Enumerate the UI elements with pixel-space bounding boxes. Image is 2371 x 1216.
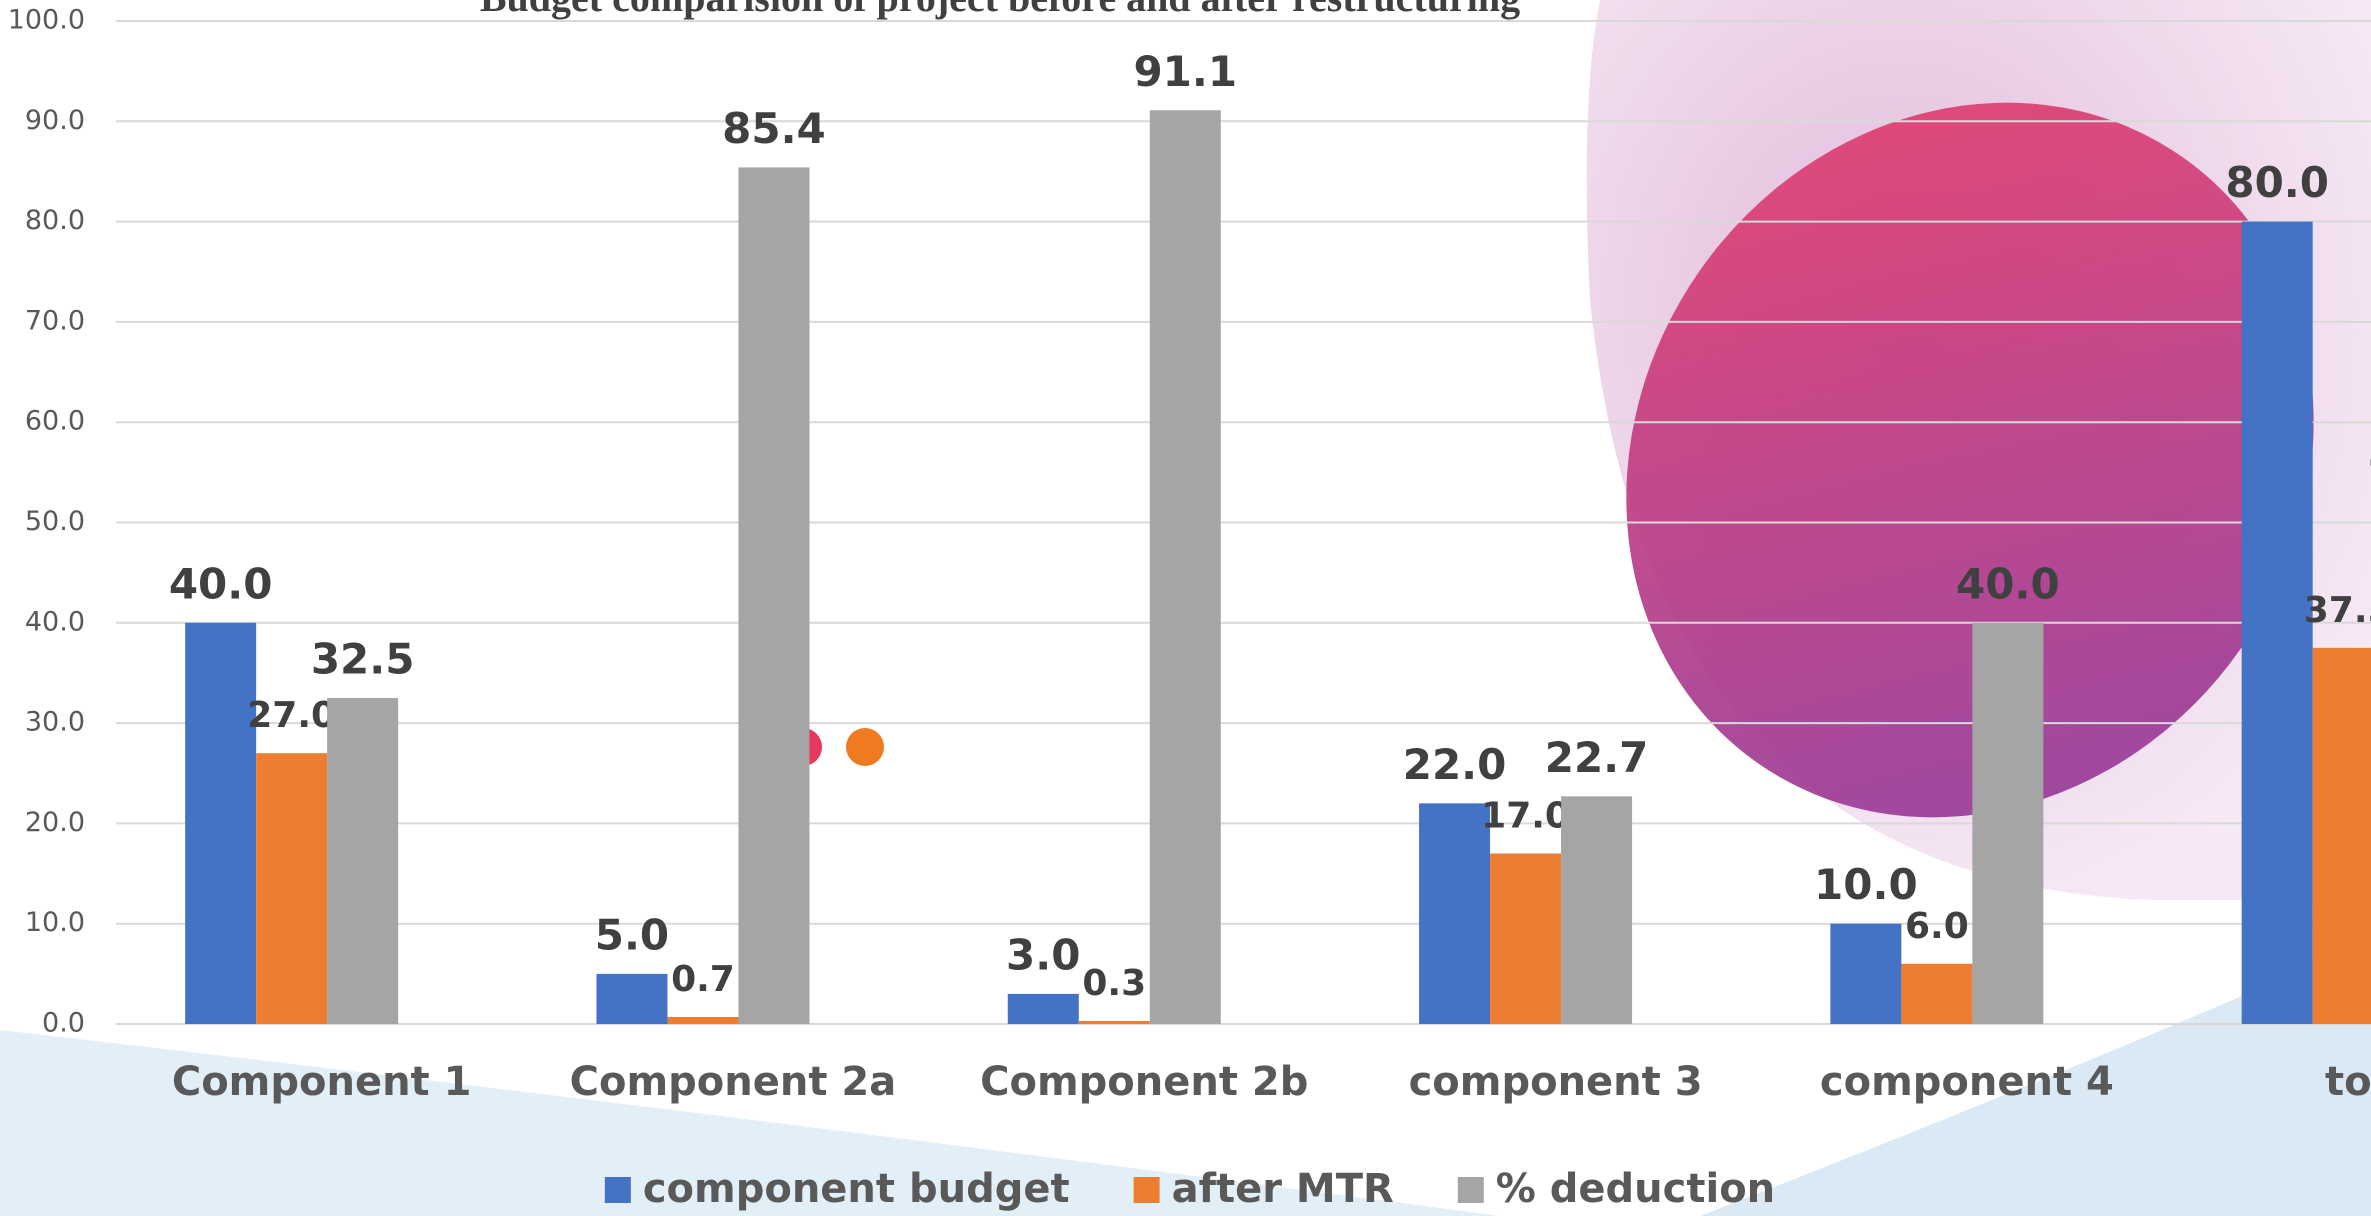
legend-swatch [1133, 1177, 1160, 1203]
data-label: 53.1 [2367, 428, 2371, 477]
legend-label: after MTR [1172, 1166, 1394, 1212]
y-tick-label: 100.0 [8, 5, 85, 36]
legend-swatch [604, 1177, 631, 1203]
data-label: 10.0 [1814, 860, 1918, 909]
data-label: 17.0 [1481, 795, 1570, 836]
data-label: 40.0 [169, 559, 273, 608]
data-label: 3.0 [1006, 930, 1080, 979]
bar [185, 622, 257, 1024]
bar [2312, 647, 2371, 1024]
data-label: 0.3 [1082, 963, 1146, 1004]
data-label: 22.7 [1545, 733, 1649, 782]
bar [327, 698, 399, 1024]
data-label: 91.1 [1133, 47, 1237, 96]
wave [1700, 940, 2371, 1216]
data-label: 5.0 [595, 910, 669, 959]
bar [1078, 1020, 1150, 1024]
wave [0, 1030, 1500, 1216]
y-tick-label: 30.0 [25, 707, 85, 738]
x-tick-label: component 3 [1409, 1059, 1703, 1105]
bar [1901, 963, 1973, 1024]
x-tick-label: Component 1 [172, 1059, 472, 1105]
bar [1972, 622, 2044, 1024]
bar [596, 973, 668, 1024]
y-tick-label: 20.0 [25, 807, 85, 838]
y-tick-label: 90.0 [25, 105, 85, 136]
data-label: 6.0 [1905, 906, 1969, 947]
decor-blob [1626, 102, 2314, 818]
y-tick-label: 60.0 [25, 406, 85, 437]
data-label: 32.5 [311, 635, 415, 684]
bar [1490, 853, 1562, 1024]
y-tick-label: 70.0 [25, 305, 85, 336]
data-label: 0.7 [671, 959, 735, 1000]
data-label: 40.0 [1956, 559, 2060, 608]
data-label: 22.0 [1403, 740, 1507, 789]
y-tick-label: 50.0 [25, 506, 85, 537]
bar [738, 167, 810, 1025]
legend-label: % deduction [1496, 1166, 1775, 1212]
data-label: 80.0 [2225, 158, 2329, 207]
data-label: 85.4 [722, 104, 826, 153]
bar [667, 1016, 739, 1024]
bar [1419, 803, 1491, 1024]
x-tick-label: Component 2b [980, 1059, 1308, 1105]
y-tick-label: 0.0 [42, 1008, 85, 1039]
bar [1830, 923, 1902, 1024]
legend-swatch [1457, 1177, 1484, 1203]
data-label: 37.5 [2304, 590, 2371, 631]
bar [1007, 993, 1079, 1024]
y-tick-label: 40.0 [25, 606, 85, 637]
chart-title: Budget comparision of project before and… [480, 0, 1520, 20]
x-tick-label: component 4 [1820, 1059, 2114, 1105]
bar [256, 753, 328, 1024]
x-tick-label: Component 2a [570, 1059, 897, 1105]
y-tick-label: 10.0 [25, 907, 85, 938]
bar [1561, 796, 1633, 1024]
decor-dot [846, 728, 884, 766]
y-tick-label: 80.0 [25, 205, 85, 236]
data-label: 27.0 [247, 695, 336, 736]
bar [2241, 221, 2313, 1025]
bar [1149, 110, 1221, 1025]
x-tick-label: total [2325, 1059, 2371, 1105]
legend-label: component budget [643, 1166, 1070, 1212]
